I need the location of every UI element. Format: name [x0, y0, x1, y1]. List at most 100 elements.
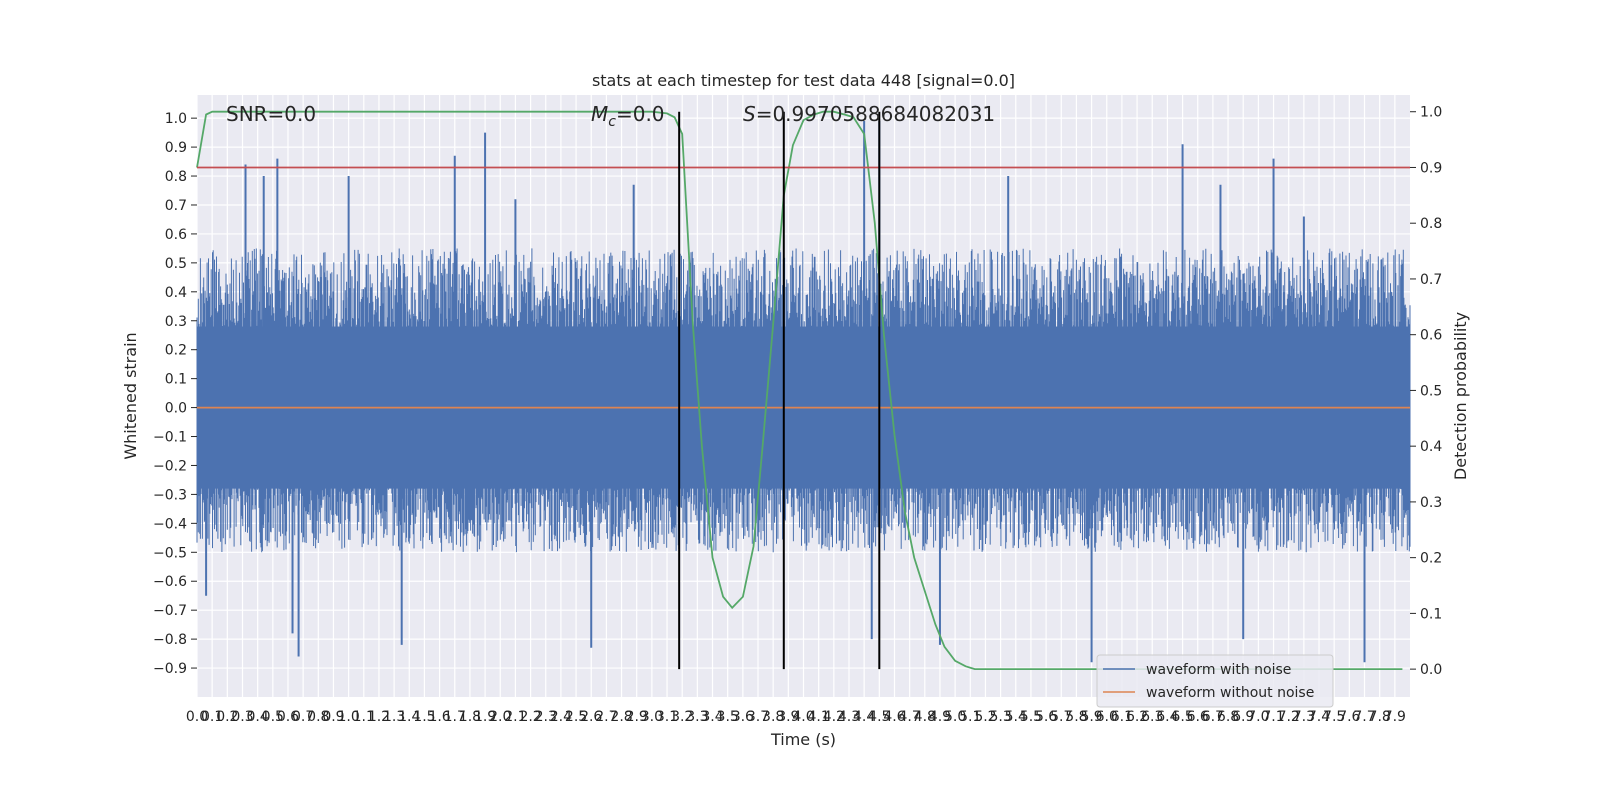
y-tick-label-right: 0.8: [1420, 216, 1442, 232]
chirp-mass-value: =0.0: [616, 102, 665, 126]
x-tick-label: 4.8: [914, 709, 936, 725]
y-tick-label: 0.0: [165, 401, 187, 417]
x-tick-label: 0.1: [201, 709, 223, 725]
y-axis-label: Whitened strain: [121, 332, 140, 459]
x-tick-label: 7.9: [1384, 709, 1406, 725]
x-tick-label: 4.9: [929, 709, 951, 725]
chart-title: stats at each timestep for test data 448…: [592, 71, 1015, 90]
y-tick-label-right: 0.3: [1420, 495, 1442, 511]
x-tick-label: 5.6: [1035, 709, 1057, 725]
x-tick-label: 2.1: [504, 709, 526, 725]
x-tick-label: 5.5: [1020, 709, 1042, 725]
x-tick-label: 3.2: [671, 709, 693, 725]
x-tick-label: 7.2: [1278, 709, 1300, 725]
y-tick-label-right: 0.4: [1420, 439, 1442, 455]
y-ticks-left: 1.0 0.9 0.8 0.7 0.6 0.5 0.4 0.3 0.2 0.1 0.0 −0.1 −0.…: [153, 111, 197, 677]
chirp-mass-symbol: M: [591, 102, 608, 126]
x-tick-label: 1.0: [337, 709, 359, 725]
x-tick-label: 5.2: [974, 709, 996, 725]
x-ticks: 0.00.10.20.30.40.50.60.70.80.91.01.11.21…: [186, 709, 1406, 725]
legend: waveform with noise waveform without noi…: [1096, 654, 1334, 708]
x-tick-label: 0.4: [247, 709, 269, 725]
score-annotation: S=0.9970588684082031: [743, 102, 995, 126]
x-tick-label: 3.1: [656, 709, 678, 725]
x-tick-label: 5.8: [1065, 709, 1087, 725]
x-tick-label: 7.8: [1369, 709, 1391, 725]
x-tick-label: 6.1: [1111, 709, 1133, 725]
y-tick-label: −0.9: [153, 661, 187, 677]
score-symbol: S: [743, 102, 756, 126]
x-tick-label: 7.0: [1247, 709, 1269, 725]
x-tick-label: 1.1: [353, 709, 375, 725]
x-tick-label: 6.0: [1096, 709, 1118, 725]
y-tick-label-right: 0.1: [1420, 606, 1442, 622]
x-tick-label: 7.4: [1308, 709, 1330, 725]
x-tick-label: 2.9: [626, 709, 648, 725]
x-tick-label: 0.5: [262, 709, 284, 725]
legend-label-clean: waveform without noise: [1146, 685, 1314, 701]
y-tick-label: 0.9: [165, 140, 187, 156]
x-tick-label: 4.4: [853, 709, 875, 725]
x-tick-label: 6.6: [1187, 709, 1209, 725]
x-tick-label: 0.7: [292, 709, 314, 725]
x-tick-label: 5.9: [1080, 709, 1102, 725]
y-tick-label: −0.6: [153, 574, 187, 590]
x-tick-label: 3.0: [641, 709, 663, 725]
x-tick-label: 2.7: [595, 709, 617, 725]
x-tick-label: 2.8: [610, 709, 632, 725]
x-tick-label: 7.7: [1353, 709, 1375, 725]
x-tick-label: 4.3: [838, 709, 860, 725]
y-tick-label: 0.3: [165, 314, 187, 330]
y-tick-label: −0.4: [153, 516, 187, 532]
y-tick-label-right: 0.2: [1420, 551, 1442, 567]
x-tick-label: 5.0: [944, 709, 966, 725]
x-tick-label: 2.2: [519, 709, 541, 725]
x-tick-label: 5.4: [1005, 709, 1027, 725]
x-tick-label: 6.5: [1171, 709, 1193, 725]
x-tick-label: 7.1: [1262, 709, 1284, 725]
legend-label-noise: waveform with noise: [1146, 662, 1291, 678]
x-tick-label: 1.2: [368, 709, 390, 725]
x-tick-label: 5.3: [989, 709, 1011, 725]
x-tick-label: 4.6: [883, 709, 905, 725]
detection-probability-line: [196, 110, 1403, 670]
y-tick-label: −0.3: [153, 487, 187, 503]
x-tick-label: 2.3: [535, 709, 557, 725]
x-tick-label: 6.8: [1217, 709, 1239, 725]
y-tick-label: 0.4: [165, 285, 187, 301]
x-tick-label: 1.8: [459, 709, 481, 725]
x-axis-label: Time (s): [770, 730, 836, 749]
y-tick-label-right: 0.7: [1420, 272, 1442, 288]
y-tick-label-right: 0.0: [1420, 662, 1442, 678]
chirp-mass-annotation: Mc=0.0: [591, 102, 665, 130]
y-tick-label-right: 1.0: [1420, 105, 1442, 121]
x-tick-label: 4.7: [899, 709, 921, 725]
x-tick-label: 7.6: [1338, 709, 1360, 725]
y-tick-label: −0.2: [153, 458, 187, 474]
x-tick-label: 4.5: [868, 709, 890, 725]
y-ticks-right: 1.0 0.9 0.8 0.7 0.6 0.5 0.4 0.3 0.2 0.1 0.0: [1410, 105, 1442, 678]
x-tick-label: 1.9: [474, 709, 496, 725]
y-tick-label: 0.8: [165, 169, 187, 185]
x-tick-label: 0.8: [307, 709, 329, 725]
x-tick-label: 0.0: [186, 709, 208, 725]
x-tick-label: 1.6: [428, 709, 450, 725]
y-tick-label: −0.7: [153, 603, 187, 619]
x-tick-label: 6.3: [1141, 709, 1163, 725]
y-tick-label: 0.1: [165, 372, 187, 388]
x-tick-label: 0.3: [231, 709, 253, 725]
y-tick-label: −0.8: [153, 632, 187, 648]
y-tick-label: 0.5: [165, 256, 187, 272]
x-tick-label: 2.6: [580, 709, 602, 725]
x-tick-label: 5.1: [959, 709, 981, 725]
x-tick-label: 5.7: [1050, 709, 1072, 725]
x-tick-label: 3.7: [747, 709, 769, 725]
x-tick-label: 6.4: [1156, 709, 1178, 725]
y-tick-label: 0.2: [165, 343, 187, 359]
x-tick-label: 3.9: [777, 709, 799, 725]
x-tick-label: 1.7: [444, 709, 466, 725]
x-tick-label: 3.8: [762, 709, 784, 725]
x-tick-label: 0.6: [277, 709, 299, 725]
y-tick-label-right: 0.6: [1420, 328, 1442, 344]
